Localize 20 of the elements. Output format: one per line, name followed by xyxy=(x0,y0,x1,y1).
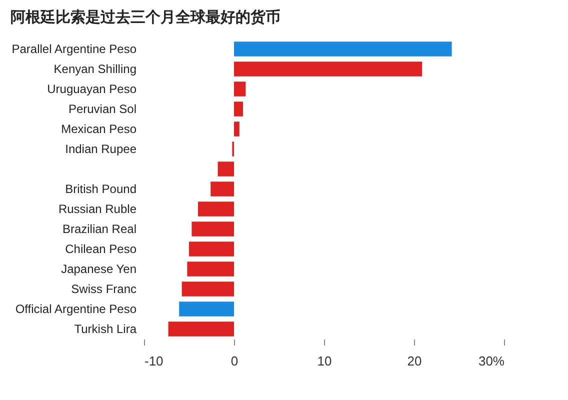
x-tick-label: 20 xyxy=(407,354,422,368)
y-tick-label: Swiss Franc xyxy=(71,282,136,296)
y-tick-label: Uruguayan Peso xyxy=(47,82,137,96)
x-tick-label: 30% xyxy=(478,354,505,368)
x-tick-label: 10 xyxy=(317,354,332,368)
y-tick-label: Japanese Yen xyxy=(61,262,136,276)
x-tick-label: -10 xyxy=(144,354,164,368)
y-tick-label: Turkish Lira xyxy=(74,322,137,336)
y-tick-label: Parallel Argentine Peso xyxy=(12,42,137,56)
y-tick-label: Official Argentine Peso xyxy=(15,302,137,316)
chart-title: 阿根廷比索是过去三个月全球最好的货币 xyxy=(10,9,281,26)
y-tick-label: Peruvian Sol xyxy=(68,102,136,116)
y-tick-label: Russian Ruble xyxy=(58,202,137,216)
y-tick-label: Brazilian Real xyxy=(62,222,136,236)
y-tick-label: Mexican Peso xyxy=(61,122,137,136)
y-tick-label: British Pound xyxy=(65,182,136,196)
y-tick-label: Chilean Peso xyxy=(65,242,137,256)
x-tick-label: 0 xyxy=(230,354,238,368)
y-tick-label: Indian Rupee xyxy=(65,142,137,156)
y-tick-label: Kenyan Shilling xyxy=(54,62,136,76)
